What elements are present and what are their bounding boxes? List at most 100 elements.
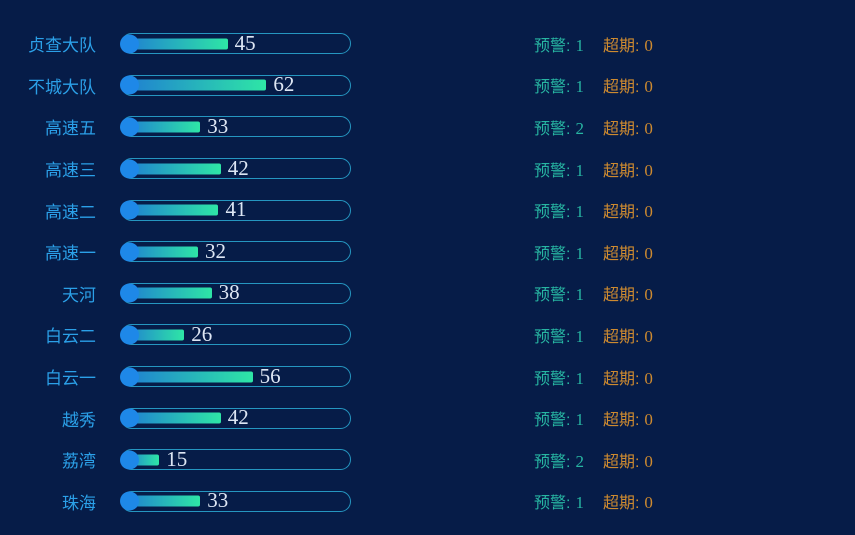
row-stats: 预警: 1 超期: 0 <box>534 365 653 389</box>
bar-fill <box>125 371 253 383</box>
brigade-row: 白云二 26 预警: 1 超期: 0 <box>0 314 855 356</box>
row-stats: 预警: 2 超期: 0 <box>534 448 653 472</box>
warning-stat: 预警: 1 <box>534 281 584 305</box>
row-stats: 预警: 1 超期: 0 <box>534 281 653 305</box>
bar-track: 41 <box>120 197 351 222</box>
bar-track: 62 <box>120 74 351 96</box>
overdue-stat: 超期: 0 <box>603 198 653 222</box>
bar-track: 42 <box>120 155 351 180</box>
overdue-count: 0 <box>644 285 653 305</box>
brigade-row: 高速一 32 预警: 1 超期: 0 <box>0 231 855 273</box>
warning-stat: 预警: 2 <box>534 115 584 139</box>
bar-value: 41 <box>225 197 247 222</box>
row-stats: 预警: 1 超期: 0 <box>534 323 653 347</box>
brigade-row: 高速二 41 预警: 1 超期: 0 <box>0 189 855 231</box>
overdue-label: 超期: <box>602 328 640 346</box>
overdue-label: 超期: <box>602 412 640 430</box>
warning-count: 1 <box>575 410 584 430</box>
overdue-stat: 超期: 0 <box>603 323 653 347</box>
overdue-label: 超期: <box>602 495 640 513</box>
bar-track: 38 <box>120 280 351 305</box>
row-stats: 预警: 1 超期: 0 <box>534 157 653 181</box>
overdue-stat: 超期: 0 <box>603 115 653 139</box>
bar-value: 38 <box>218 280 240 305</box>
bar-fill <box>125 38 228 50</box>
overdue-stat: 超期: 0 <box>603 32 653 56</box>
brigade-label: 高速三 <box>45 161 96 181</box>
overdue-count: 0 <box>644 243 653 263</box>
bar-cap-dot <box>120 200 139 220</box>
overdue-count: 0 <box>644 410 653 430</box>
bar-value: 15 <box>166 446 188 471</box>
bar-cap-dot <box>120 450 139 470</box>
overdue-stat: 超期: 0 <box>603 406 653 430</box>
brigade-row: 贞查大队 45 预警: 1 超期: 0 <box>0 23 855 65</box>
warning-count: 1 <box>575 368 584 388</box>
overdue-label: 超期: <box>602 453 640 471</box>
warning-label: 预警: <box>534 453 571 471</box>
brigade-row: 荔湾 15 预警: 2 超期: 0 <box>0 439 855 481</box>
overdue-stat: 超期: 0 <box>603 73 653 97</box>
bar-fill <box>125 79 267 91</box>
bar-track: 15 <box>120 446 351 471</box>
warning-stat: 预警: 1 <box>534 323 584 347</box>
warning-count: 1 <box>575 202 584 222</box>
bar-fill <box>125 287 212 299</box>
row-stats: 预警: 1 超期: 0 <box>534 240 653 264</box>
row-stats: 预警: 1 超期: 0 <box>534 198 653 222</box>
overdue-label: 超期: <box>602 287 640 305</box>
warning-stat: 预警: 1 <box>534 365 584 389</box>
overdue-stat: 超期: 0 <box>603 448 653 472</box>
brigade-row: 越秀 42 预警: 1 超期: 0 <box>0 397 855 439</box>
bar-cap-dot <box>120 34 139 54</box>
bar-cap-dot <box>120 325 139 345</box>
warning-stat: 预警: 1 <box>534 32 584 56</box>
overdue-count: 0 <box>644 202 653 222</box>
warning-stat: 预警: 1 <box>534 489 584 513</box>
row-stats: 预警: 1 超期: 0 <box>534 406 653 430</box>
bar-track: 32 <box>120 240 351 263</box>
overdue-count: 0 <box>644 368 653 388</box>
warning-count: 1 <box>575 493 584 513</box>
bar-track: 26 <box>120 322 351 347</box>
overdue-count: 0 <box>644 160 653 180</box>
warning-count: 2 <box>575 118 584 138</box>
warning-stat: 预警: 1 <box>534 73 584 97</box>
bar-cap-dot <box>120 159 139 179</box>
brigade-label: 荔湾 <box>62 452 96 472</box>
warning-count: 1 <box>575 77 584 97</box>
overdue-count: 0 <box>644 326 653 346</box>
bar-value: 56 <box>259 363 281 388</box>
brigade-label: 高速一 <box>45 244 96 264</box>
brigade-row: 高速五 33 预警: 2 超期: 0 <box>0 106 855 148</box>
bar-cap-dot <box>120 408 139 428</box>
bar-fill <box>125 204 219 216</box>
brigade-label: 天河 <box>62 285 96 305</box>
overdue-count: 0 <box>644 77 653 97</box>
overdue-stat: 超期: 0 <box>603 489 653 513</box>
overdue-label: 超期: <box>602 79 640 97</box>
bar-track: 56 <box>120 363 351 388</box>
overdue-label: 超期: <box>602 120 640 138</box>
bar-value: 33 <box>207 488 229 513</box>
brigade-label: 白云一 <box>45 369 96 389</box>
bar-fill <box>125 495 201 507</box>
warning-count: 1 <box>575 326 584 346</box>
overdue-label: 超期: <box>602 162 640 180</box>
brigade-row: 不城大队 62 预警: 1 超期: 0 <box>0 65 855 107</box>
warning-count: 1 <box>575 285 584 305</box>
warning-stat: 预警: 1 <box>534 240 584 264</box>
bar-value: 42 <box>227 155 249 180</box>
brigade-bar-list: 贞查大队 45 预警: 1 超期: 0 不城大队 62 预警: <box>0 23 855 513</box>
warning-count: 2 <box>575 451 584 471</box>
bar-value: 42 <box>227 405 249 430</box>
bar-value: 45 <box>234 30 256 55</box>
overdue-label: 超期: <box>602 204 640 222</box>
warning-stat: 预警: 1 <box>534 406 584 430</box>
bar-value: 26 <box>191 322 213 347</box>
warning-label: 预警: <box>534 245 571 263</box>
overdue-label: 超期: <box>602 370 640 388</box>
brigade-label: 高速五 <box>45 119 96 139</box>
bar-fill <box>125 329 185 341</box>
brigade-label: 白云二 <box>45 327 96 347</box>
